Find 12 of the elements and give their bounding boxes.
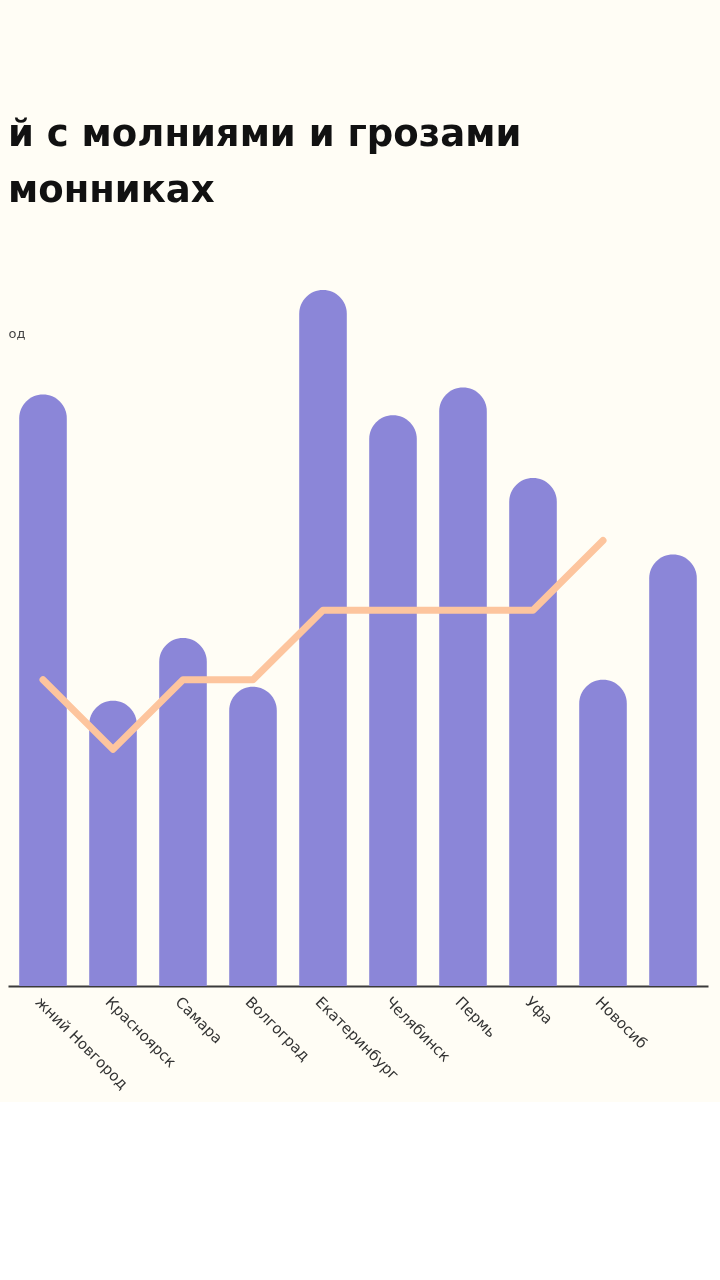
bar xyxy=(369,415,417,986)
bar xyxy=(509,477,557,986)
bar xyxy=(579,679,627,986)
bar xyxy=(159,638,207,986)
chart-title: й с молниями и грозами монниках xyxy=(8,112,522,211)
bar xyxy=(229,686,277,986)
bar xyxy=(299,290,347,986)
y-axis-title: од xyxy=(8,325,26,341)
bar xyxy=(439,387,487,986)
bar xyxy=(89,700,137,986)
bar xyxy=(649,554,697,986)
bar xyxy=(19,394,67,986)
